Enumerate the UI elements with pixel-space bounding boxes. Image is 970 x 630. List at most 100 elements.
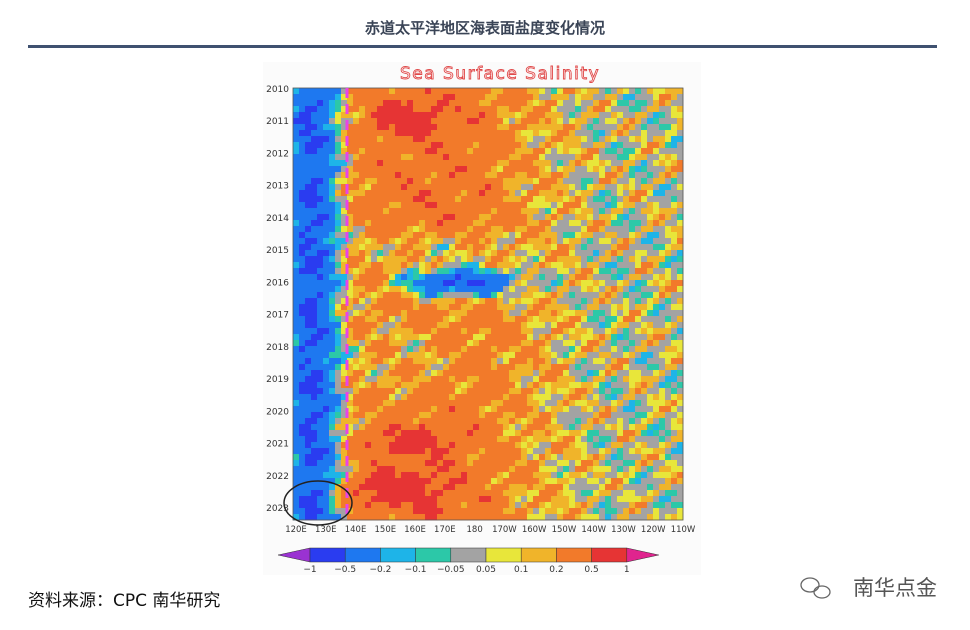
colorbar-label: −0.5 <box>334 565 356 575</box>
heatmap-cell <box>311 256 318 263</box>
heatmap-cell <box>653 250 660 257</box>
heatmap-cell <box>317 172 324 179</box>
heatmap-cell <box>629 454 636 461</box>
heatmap-cell <box>593 322 600 329</box>
heatmap-cell <box>317 202 324 209</box>
heatmap-cell <box>425 406 432 413</box>
heatmap-cell <box>377 250 384 257</box>
heatmap-cell <box>389 358 396 365</box>
heatmap-cell <box>317 130 324 137</box>
heatmap-cell <box>593 460 600 467</box>
heatmap-cell <box>383 274 390 281</box>
heatmap-cell <box>335 466 342 473</box>
heatmap-cell <box>617 406 624 413</box>
heatmap-cell <box>581 118 588 125</box>
heatmap-cell <box>575 430 582 437</box>
heatmap-cell <box>563 274 570 281</box>
heatmap-cell <box>635 418 642 425</box>
heatmap-cell <box>611 346 618 353</box>
heatmap-cell <box>551 238 558 245</box>
heatmap-cell <box>293 124 300 131</box>
heatmap-cell <box>365 454 372 461</box>
heatmap-cell <box>443 142 450 149</box>
heatmap-cell <box>353 418 360 425</box>
heatmap-cell <box>659 124 666 131</box>
heatmap-cell <box>617 460 624 467</box>
heatmap-cell <box>647 214 654 221</box>
heatmap-cell <box>581 130 588 137</box>
heatmap-cell <box>647 352 654 359</box>
heatmap-cell <box>581 196 588 203</box>
heatmap-cell <box>437 286 444 293</box>
heatmap-cell <box>545 100 552 107</box>
heatmap-cell <box>317 226 324 233</box>
heatmap-cell <box>461 514 468 521</box>
heatmap-cell <box>317 370 324 377</box>
colorbar-segment <box>415 547 452 563</box>
heatmap-cell <box>359 370 366 377</box>
heatmap-cell <box>677 382 684 389</box>
heatmap-cell <box>401 418 408 425</box>
heatmap-cell <box>371 466 378 473</box>
heatmap-cell <box>329 106 336 113</box>
heatmap-cell <box>545 196 552 203</box>
heatmap-cell <box>491 472 498 479</box>
heatmap-cell <box>677 514 684 521</box>
heatmap-cell <box>455 244 462 251</box>
heatmap-cell <box>593 214 600 221</box>
heatmap-cell <box>371 214 378 221</box>
heatmap-cell <box>479 454 486 461</box>
heatmap-cell <box>647 280 654 287</box>
heatmap-cell <box>335 514 342 521</box>
heatmap-cell <box>581 448 588 455</box>
heatmap-cell <box>623 316 630 323</box>
heatmap-cell <box>539 454 546 461</box>
heatmap-cell <box>623 220 630 227</box>
heatmap-cell <box>611 208 618 215</box>
heatmap-cell <box>671 448 678 455</box>
heatmap-cell <box>485 220 492 227</box>
heatmap-cell <box>533 286 540 293</box>
heatmap-cell <box>671 160 678 167</box>
highlight-circle <box>283 480 353 526</box>
heatmap-cell <box>437 148 444 155</box>
heatmap-cell <box>611 382 618 389</box>
heatmap-cell <box>551 502 558 509</box>
heatmap-cell <box>611 478 618 485</box>
heatmap-cell <box>599 256 606 263</box>
heatmap-cell <box>335 100 342 107</box>
heatmap-cell <box>437 370 444 377</box>
heatmap-cell <box>677 238 684 245</box>
heatmap-cell <box>509 394 516 401</box>
heatmap-cell <box>443 166 450 173</box>
heatmap-cell <box>677 136 684 143</box>
heatmap-cell <box>299 478 306 485</box>
heatmap-cell <box>593 106 600 113</box>
heatmap-cell <box>395 112 402 119</box>
heatmap-cell <box>551 460 558 467</box>
heatmap-cell <box>539 406 546 413</box>
heatmap-cell <box>305 172 312 179</box>
heatmap-cell <box>455 370 462 377</box>
heatmap-cell <box>569 172 576 179</box>
heatmap-cell <box>383 340 390 347</box>
heatmap-cell <box>413 412 420 419</box>
heatmap-cell <box>599 430 606 437</box>
heatmap-cell <box>323 466 330 473</box>
heatmap-cell <box>443 442 450 449</box>
heatmap-cell <box>359 448 366 455</box>
heatmap-cell <box>521 148 528 155</box>
heatmap-cell <box>611 442 618 449</box>
heatmap-cell <box>575 508 582 515</box>
heatmap-cell <box>623 454 630 461</box>
heatmap-cell <box>539 112 546 119</box>
heatmap-cell <box>347 496 354 503</box>
heatmap-cell <box>419 202 426 209</box>
heatmap-cell <box>299 286 306 293</box>
heatmap-cell <box>497 286 504 293</box>
heatmap-cell <box>557 388 564 395</box>
heatmap-cell <box>419 514 426 521</box>
heatmap-cell <box>557 202 564 209</box>
heatmap-cell <box>305 442 312 449</box>
heatmap-cell <box>653 100 660 107</box>
